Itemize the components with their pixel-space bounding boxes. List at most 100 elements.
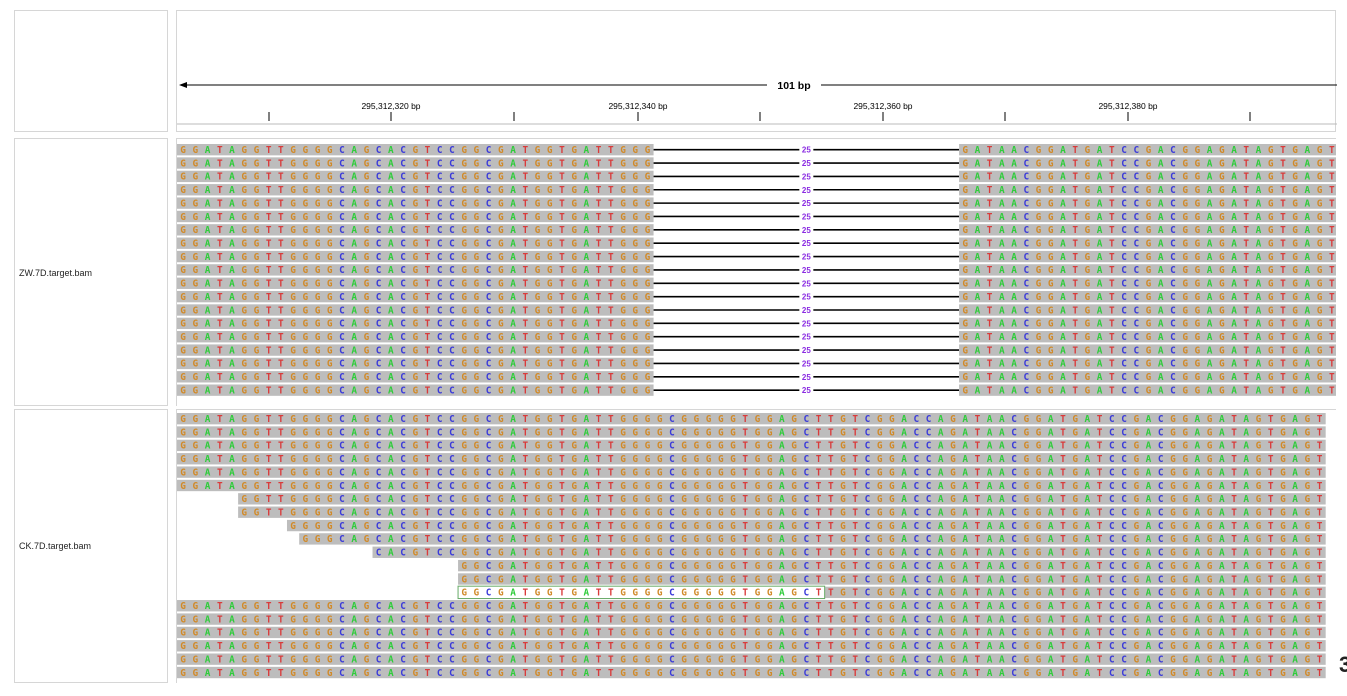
svg-text:G: G xyxy=(889,574,895,585)
svg-text:A: A xyxy=(1219,668,1225,679)
svg-text:A: A xyxy=(938,494,944,505)
svg-text:T: T xyxy=(987,332,993,343)
svg-text:T: T xyxy=(559,238,565,249)
svg-text:G: G xyxy=(1133,494,1139,505)
svg-text:G: G xyxy=(1170,454,1176,465)
svg-text:G: G xyxy=(1146,265,1152,276)
svg-text:G: G xyxy=(962,345,968,356)
selected-read-outline[interactable] xyxy=(457,585,826,600)
track-name-panel-zw[interactable]: ZW.7D.target.bam xyxy=(14,138,168,406)
svg-text:G: G xyxy=(412,454,418,465)
svg-text:G: G xyxy=(645,534,651,545)
svg-text:T: T xyxy=(266,601,272,612)
svg-text:G: G xyxy=(1219,305,1225,316)
svg-text:G: G xyxy=(1219,359,1225,370)
svg-text:A: A xyxy=(388,494,394,505)
track-name-panel-ck[interactable]: CK.7D.target.bam xyxy=(14,409,168,683)
svg-text:A: A xyxy=(229,212,235,223)
svg-text:G: G xyxy=(461,494,467,505)
svg-text:A: A xyxy=(1158,238,1164,249)
svg-text:C: C xyxy=(376,628,382,639)
svg-text:G: G xyxy=(1146,252,1152,263)
svg-text:G: G xyxy=(620,145,626,156)
svg-text:C: C xyxy=(400,252,406,263)
svg-text:G: G xyxy=(302,265,308,276)
svg-text:A: A xyxy=(1292,534,1298,545)
svg-text:A: A xyxy=(229,668,235,679)
svg-text:T: T xyxy=(522,534,528,545)
svg-text:C: C xyxy=(437,292,443,303)
svg-text:C: C xyxy=(1109,588,1115,599)
ruler-svg: 101 bp 295,312,320 bp 295,312,340 bp 295… xyxy=(177,80,1337,125)
svg-text:T: T xyxy=(742,668,748,679)
svg-text:G: G xyxy=(1182,481,1188,492)
svg-text:C: C xyxy=(376,172,382,183)
svg-text:G: G xyxy=(767,641,773,652)
svg-text:G: G xyxy=(535,574,541,585)
svg-text:A: A xyxy=(1060,185,1066,196)
svg-text:G: G xyxy=(1292,238,1298,249)
